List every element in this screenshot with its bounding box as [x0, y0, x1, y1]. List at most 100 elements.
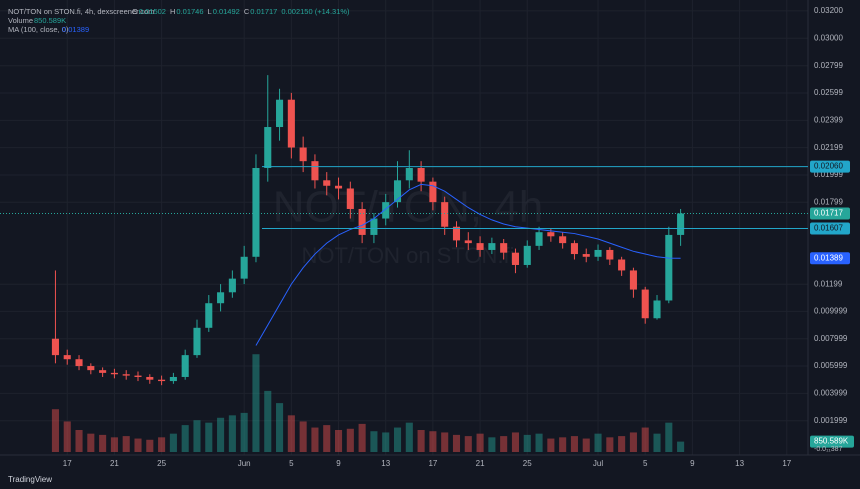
- candle-body: [87, 366, 95, 371]
- volume-bar: [618, 436, 626, 452]
- level-label: 0.02060: [814, 162, 843, 171]
- x-tick-label: 17: [63, 459, 72, 468]
- candle-body: [228, 278, 236, 293]
- volume-bar: [547, 438, 555, 452]
- candle-body: [75, 359, 83, 367]
- candle-body: [193, 327, 201, 356]
- volume-bar: [523, 434, 531, 452]
- candle-body: [134, 375, 142, 377]
- x-tick-label: 9: [336, 459, 341, 468]
- y-tick-label: 0.02399: [814, 115, 843, 124]
- candle-body: [488, 243, 496, 250]
- candle-body: [346, 188, 354, 209]
- volume-bar: [205, 422, 213, 452]
- volume-bar: [382, 432, 390, 452]
- y-tick-label: 0.01199: [814, 279, 843, 288]
- volume-bar: [511, 432, 520, 452]
- x-tick-label: 25: [523, 459, 532, 468]
- ohlc-key: L: [208, 7, 212, 16]
- volume-bar: [500, 436, 508, 452]
- volume-bar: [641, 427, 649, 452]
- volume-bar: [677, 441, 685, 452]
- y-tick-label: 0.03000: [814, 33, 843, 42]
- y-tick-label: 0.02199: [814, 143, 843, 152]
- candle-body: [606, 249, 614, 260]
- volume-bar: [653, 433, 661, 452]
- y-tick-label: 0.005999: [814, 361, 848, 370]
- volume-bar: [146, 439, 154, 452]
- candle-body: [382, 202, 390, 219]
- candle-body: [618, 259, 626, 271]
- candle-body: [264, 127, 272, 168]
- candle-body: [500, 243, 508, 253]
- volume-bar: [346, 428, 354, 452]
- candle-body: [299, 147, 307, 162]
- y-tick-label: 0.01999: [814, 170, 843, 179]
- volume-bar: [240, 412, 248, 452]
- chart-title: NOT/TON on STON.fi, 4h, dexscreener.com: [8, 7, 154, 16]
- volume-bar: [311, 427, 319, 452]
- volume-bar: [134, 438, 142, 452]
- y-tick-label: 0.01799: [814, 197, 843, 206]
- volume-bar: [452, 434, 461, 452]
- y-tick-label: 0.007999: [814, 334, 848, 343]
- volume-bar: [570, 436, 578, 452]
- volume-bar: [665, 422, 673, 452]
- candle-body: [252, 168, 260, 257]
- change: 0.002150 (+14.31%): [281, 7, 350, 16]
- volume-bar: [75, 430, 83, 452]
- volume-title: Volume: [8, 16, 33, 25]
- volume-bar: [535, 433, 543, 452]
- volume-bar: [334, 430, 343, 452]
- level-badge: [810, 222, 850, 235]
- candle-body: [511, 252, 520, 265]
- volume-bar: [276, 403, 284, 452]
- x-tick-label: 13: [381, 459, 390, 468]
- x-tick-label: Jul: [593, 459, 603, 468]
- volume-bar: [488, 437, 496, 452]
- ohlc-key: C: [244, 7, 250, 16]
- x-tick-label: 5: [643, 459, 648, 468]
- candle-body: [122, 374, 130, 376]
- volume-bar: [264, 390, 272, 452]
- last-price-badge: [810, 207, 850, 220]
- volume-bar: [63, 421, 71, 452]
- volume-bar: [228, 415, 236, 452]
- volume-bar: [417, 430, 425, 452]
- ma-price-label: 0.01389: [814, 253, 843, 262]
- candle-body: [665, 234, 673, 301]
- volume-axis-note: -0.0₁₁387: [814, 446, 843, 453]
- volume-bar: [429, 431, 437, 452]
- volume-bar: [87, 433, 95, 452]
- candle-body: [405, 168, 413, 181]
- candle-body: [653, 300, 661, 319]
- candle-body: [582, 254, 590, 257]
- ma-line: [255, 183, 681, 346]
- candle-body: [441, 202, 449, 227]
- volume-bar: [287, 415, 295, 452]
- candle-body: [63, 355, 71, 360]
- candle-body: [559, 236, 567, 244]
- volume-bar: [323, 425, 331, 452]
- volume-bar: [122, 436, 130, 452]
- volume-badge: [810, 435, 854, 448]
- candle-body: [240, 256, 248, 279]
- ohlc-value: 0.01746: [176, 7, 203, 16]
- watermark: NOT/TON, 4h: [273, 183, 544, 232]
- x-tick-label: Jun: [238, 459, 251, 468]
- candle-body: [99, 370, 107, 373]
- volume-value: 850.589K: [34, 16, 66, 25]
- candle-body: [146, 376, 154, 380]
- candle-body: [677, 213, 685, 235]
- volume-bar: [181, 425, 189, 452]
- candle-body: [370, 218, 378, 235]
- candle-body: [393, 180, 402, 203]
- x-tick-label: 17: [428, 459, 437, 468]
- candle-body: [334, 185, 343, 189]
- candle-body: [547, 232, 555, 237]
- candle-body: [110, 372, 118, 375]
- candle-body: [570, 243, 578, 255]
- ma-header-value: 0.01389: [62, 25, 89, 34]
- candle-body: [476, 243, 484, 250]
- volume-bar: [629, 432, 637, 452]
